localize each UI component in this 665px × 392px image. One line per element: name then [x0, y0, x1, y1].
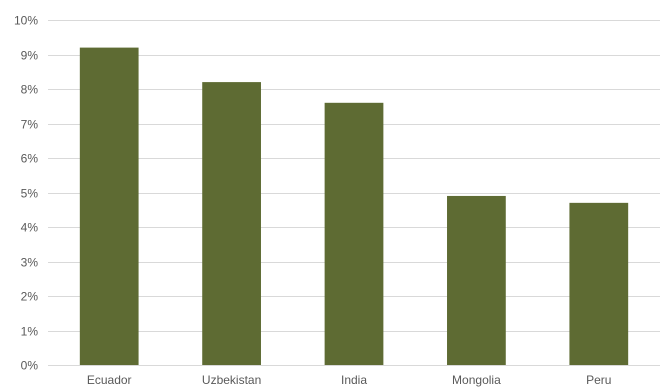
x-tick-label: Peru — [586, 373, 611, 387]
bar-uzbekistan — [202, 82, 261, 365]
bars — [79, 47, 629, 366]
x-tick-label: Uzbekistan — [202, 373, 261, 387]
y-axis-ticks: 0% 1% 2% 3% 4% 5% 6% 7% 8% 9% 10% — [14, 14, 38, 373]
y-tick-label: 7% — [21, 118, 39, 132]
y-tick-label: 10% — [14, 14, 38, 28]
bar-peru — [569, 202, 629, 365]
y-tick-label: 6% — [21, 152, 39, 166]
y-tick-label: 3% — [21, 256, 39, 270]
y-tick-label: 1% — [21, 325, 39, 339]
y-tick-label: 0% — [21, 359, 39, 373]
bar-mongolia — [447, 195, 506, 365]
x-axis-ticks: Ecuador Uzbekistan India Mongolia Peru — [87, 373, 612, 387]
y-tick-label: 5% — [21, 187, 39, 201]
x-tick-label: Mongolia — [452, 373, 501, 387]
y-tick-label: 2% — [21, 290, 39, 304]
y-tick-label: 9% — [21, 49, 39, 63]
y-tick-label: 4% — [21, 221, 39, 235]
y-tick-label: 8% — [21, 83, 39, 97]
bar-india — [324, 102, 384, 366]
x-tick-label: Ecuador — [87, 373, 132, 387]
x-tick-label: India — [341, 373, 367, 387]
bar-ecuador — [79, 47, 139, 365]
